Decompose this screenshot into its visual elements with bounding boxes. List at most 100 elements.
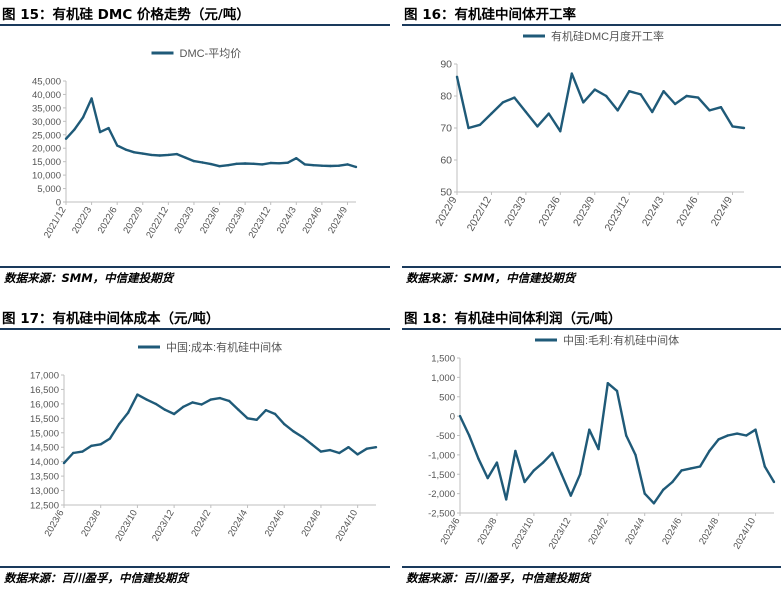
x-tick-label: 2024/3 — [275, 205, 299, 236]
data-point — [108, 437, 112, 440]
x-tick-label: 2023/6 — [198, 205, 222, 236]
data-point — [606, 382, 609, 385]
data-point — [286, 161, 289, 164]
x-tick-label: 2024/6 — [674, 194, 701, 228]
data-point — [717, 438, 720, 441]
data-point — [689, 467, 693, 470]
x-tick-label: 2023/9 — [571, 194, 598, 228]
data-point — [501, 101, 505, 104]
legend-label: 中国:成本:有机硅中间体 — [166, 340, 282, 354]
data-point — [772, 480, 776, 484]
data-point — [273, 412, 277, 416]
data-point — [578, 473, 582, 476]
y-tick-label: 40,000 — [32, 90, 61, 101]
source-rule — [0, 566, 390, 568]
y-tick-label: 1,500 — [431, 354, 455, 365]
data-point — [347, 446, 350, 449]
panel-title: 图 17：有机硅中间体成本（元/吨） — [2, 311, 220, 327]
title-rule — [402, 328, 781, 330]
x-tick-label: 2022/12 — [144, 205, 171, 240]
x-tick-label: 2024/9 — [709, 194, 736, 228]
legend-label: 中国:毛利:有机硅中间体 — [563, 333, 679, 347]
data-point — [495, 461, 499, 464]
data-point — [628, 90, 631, 93]
x-tick-label: 2023/6 — [536, 194, 563, 228]
series-line — [455, 72, 745, 133]
x-tick-label: 2024/2 — [189, 508, 213, 539]
y-tick-label: 13,000 — [30, 486, 59, 497]
data-point — [625, 434, 628, 437]
data-point — [731, 125, 734, 128]
y-tick-label: 10,000 — [32, 171, 61, 182]
data-point — [81, 450, 84, 453]
data-point — [107, 126, 110, 130]
data-point — [150, 153, 153, 157]
data-point — [685, 94, 688, 98]
panel-source: 数据来源：SMM，中信建投期货 — [4, 271, 174, 285]
data-point — [662, 488, 665, 491]
panel-title: 图 16：有机硅中间体开工率 — [404, 7, 576, 23]
data-point — [184, 156, 187, 159]
x-tick-label: 2023/10 — [113, 508, 140, 543]
y-tick-label: 20,000 — [32, 144, 61, 155]
data-point — [547, 112, 550, 115]
source-rule — [402, 566, 781, 568]
y-tick-label: 0 — [56, 198, 61, 209]
data-point — [490, 112, 493, 115]
y-tick-label: 35,000 — [32, 103, 61, 114]
data-point — [175, 152, 179, 156]
data-point — [671, 480, 674, 484]
y-tick-label: 12,500 — [30, 501, 59, 512]
data-point — [551, 451, 554, 455]
data-point — [269, 161, 272, 165]
data-point — [560, 473, 563, 476]
x-tick-label: 2022/9 — [433, 194, 460, 228]
data-point — [719, 106, 723, 109]
y-tick-label: 16,500 — [30, 385, 59, 396]
data-point — [124, 148, 127, 151]
data-point — [532, 469, 536, 472]
data-point — [652, 502, 656, 505]
profit-chart: -2,500 -2,000 -1,500 -1,000 -500 0 500 1,000 1,5… — [428, 333, 776, 551]
x-tick-label: 2023/6 — [43, 508, 67, 539]
y-tick-label: 70 — [440, 123, 452, 135]
data-point — [163, 408, 167, 411]
data-point — [726, 434, 729, 437]
y-tick-label: 15,000 — [30, 428, 59, 439]
panel-source: 数据来源：百川盈孚，中信建投期货 — [4, 571, 188, 585]
y-tick-label: -1,500 — [428, 470, 455, 481]
data-point — [158, 154, 161, 157]
dmc-price-chart: 0 5,000 10,000 15,000 20,000 25,000 30,000 35,0… — [32, 47, 358, 240]
data-point — [319, 450, 323, 453]
data-point — [226, 164, 230, 167]
data-point — [99, 443, 102, 446]
legend-label: DMC-平均价 — [180, 47, 242, 60]
data-point — [524, 110, 528, 114]
panel-source: 数据来源：百川盈孚，中信建投期货 — [406, 571, 590, 585]
data-point — [514, 449, 517, 453]
data-point — [117, 422, 121, 426]
x-tick-label: 2024/10 — [731, 516, 758, 551]
y-tick-label: 17,000 — [30, 371, 59, 382]
data-point — [283, 422, 286, 426]
data-point — [616, 109, 619, 112]
source-rule — [0, 266, 390, 268]
x-tick-label: 2022/12 — [465, 194, 494, 233]
data-point — [64, 137, 68, 140]
legend-label: 有机硅DMC月度开工率 — [551, 29, 664, 43]
data-point — [708, 109, 711, 112]
data-point — [310, 443, 313, 446]
data-point — [209, 398, 212, 401]
data-point — [264, 409, 268, 412]
y-tick-label: 45,000 — [32, 77, 61, 88]
data-point — [228, 399, 231, 403]
x-tick-label: 2024/10 — [334, 508, 361, 543]
data-point — [486, 476, 489, 480]
panel-source: 数据来源：SMM，中信建投期货 — [406, 271, 576, 285]
data-point — [634, 453, 637, 457]
data-point — [116, 144, 119, 147]
y-tick-label: 0 — [450, 412, 455, 423]
data-point — [201, 161, 204, 164]
panel-operating-rate: 图 16：有机硅中间体开工率 50 60 70 80 90 2022/9 2022/12 20… — [402, 0, 781, 296]
x-tick-label: 2024/3 — [640, 194, 667, 228]
